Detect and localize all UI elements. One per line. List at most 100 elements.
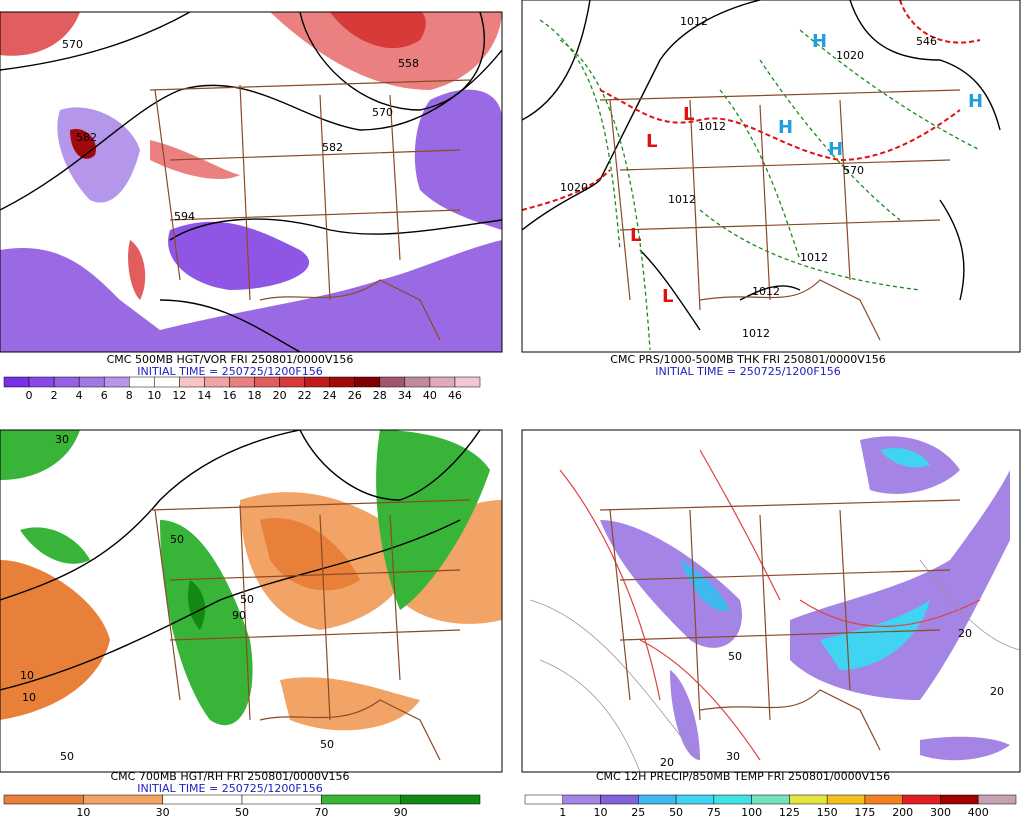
- legend-label: 50: [669, 806, 683, 819]
- legend-label: 40: [423, 389, 437, 402]
- contour-label: 594: [174, 210, 195, 223]
- legend-swatch: [83, 794, 163, 805]
- legend-swatch: [229, 376, 255, 388]
- legend-label: 400: [968, 806, 989, 819]
- low-marker: L: [683, 104, 694, 125]
- legend-swatch: [562, 794, 601, 805]
- legend-label: 10: [147, 389, 161, 402]
- legend-label: 8: [126, 389, 133, 402]
- low-marker: L: [646, 131, 657, 152]
- rh-label: 50: [320, 738, 334, 751]
- temp-label: 20: [958, 627, 972, 640]
- contour-label: 582: [76, 131, 97, 144]
- legend-label: 2: [51, 389, 58, 402]
- legend-swatch: [279, 376, 305, 388]
- legend-swatch: [3, 376, 30, 388]
- legend-swatch: [940, 794, 979, 805]
- rh-label: 50: [60, 750, 74, 763]
- high-marker: H: [828, 139, 843, 160]
- legend-swatch: [129, 376, 155, 388]
- legend-swatch: [864, 794, 903, 805]
- legend-swatch: [3, 794, 84, 805]
- legend-swatch: [321, 794, 401, 805]
- legend-label: 22: [298, 389, 312, 402]
- caption: CMC 700MB HGT/RH FRI 250801/0000V156: [110, 770, 349, 783]
- temp-label: 30: [726, 750, 740, 763]
- legend-swatch: [179, 376, 205, 388]
- legend-swatch: [28, 376, 55, 388]
- legend-swatch: [713, 794, 752, 805]
- rh-label: 10: [22, 691, 36, 704]
- pressure-label: 1012: [752, 285, 780, 298]
- temp-label: 20: [990, 685, 1004, 698]
- legend-swatch: [304, 376, 330, 388]
- legend-swatch: [379, 376, 406, 388]
- legend-swatch: [154, 376, 180, 388]
- temp-label: 50: [728, 650, 742, 663]
- low-marker: L: [662, 286, 673, 307]
- legend-swatch: [429, 376, 456, 388]
- pressure-label: 1012: [668, 193, 696, 206]
- caption: CMC PRS/1000-500MB THK FRI 250801/0000V1…: [610, 353, 885, 366]
- legend-label: 10: [594, 806, 608, 819]
- thickness-label: 570: [843, 164, 864, 177]
- precip-map: 20 50 30 20 20: [522, 430, 1020, 772]
- legend-swatch: [751, 794, 790, 805]
- pressure-label: 1012: [680, 15, 708, 28]
- thickness-label: 546: [916, 35, 937, 48]
- legend-label: 12: [172, 389, 186, 402]
- legend-swatch: [53, 376, 80, 388]
- pressure-map: 1012 1012 1020 1020 1012 1012 1012 1012 …: [522, 0, 1020, 352]
- legend-label: 100: [741, 806, 762, 819]
- legend-label: 24: [323, 389, 337, 402]
- legend-swatch: [204, 376, 230, 388]
- legend-label: 46: [448, 389, 462, 402]
- legend-swatch: [103, 376, 130, 388]
- caption: CMC 500MB HGT/VOR FRI 250801/0000V156: [107, 353, 354, 366]
- rh-label: 90: [232, 609, 246, 622]
- contour-label: 582: [322, 141, 343, 154]
- initial-time: INITIAL TIME = 250725/1200F156: [137, 365, 322, 378]
- caption: CMC 12H PRECIP/850MB TEMP FRI 250801/000…: [596, 770, 890, 783]
- legend-swatch: [675, 794, 715, 805]
- high-marker: H: [778, 117, 793, 138]
- contour-label: 570: [372, 106, 393, 119]
- legend-swatch: [162, 794, 243, 805]
- legend-label: 25: [631, 806, 645, 819]
- rh-label: 10: [20, 669, 34, 682]
- legend-swatch: [354, 376, 381, 388]
- pressure-label: 1012: [698, 120, 726, 133]
- legend-swatch: [826, 794, 866, 805]
- legend-label: 18: [248, 389, 262, 402]
- high-marker: H: [968, 91, 983, 112]
- legend-swatch: [329, 376, 355, 388]
- legend-swatch: [241, 794, 322, 805]
- legend-label: 10: [76, 806, 90, 819]
- legend-swatch: [902, 794, 941, 805]
- rh-label: 30: [55, 433, 69, 446]
- initial-time: INITIAL TIME = 250725/1200F156: [655, 365, 840, 378]
- contour-label: 558: [398, 57, 419, 70]
- legend-swatch: [454, 376, 481, 388]
- legend-swatch: [977, 794, 1017, 805]
- legend-label: 26: [348, 389, 362, 402]
- contour-label: 570: [62, 38, 83, 51]
- rh-label: 50: [240, 593, 254, 606]
- low-marker: L: [630, 225, 641, 246]
- legend-swatch: [789, 794, 828, 805]
- legend-label: 28: [373, 389, 387, 402]
- legend-label: 50: [235, 806, 249, 819]
- legend-label: 150: [817, 806, 838, 819]
- legend-label: 75: [707, 806, 721, 819]
- legend-label: 200: [892, 806, 913, 819]
- legend-label: 34: [398, 389, 412, 402]
- legend-swatch: [254, 376, 280, 388]
- humidity-map: 30 50 50 10 10 90 50 50: [0, 430, 502, 772]
- pressure-label: 1020: [560, 181, 588, 194]
- pressure-label: 1012: [742, 327, 770, 340]
- legend-label: 70: [314, 806, 328, 819]
- legend-swatch: [404, 376, 431, 388]
- legend-label: 300: [930, 806, 951, 819]
- legend-label: 16: [222, 389, 236, 402]
